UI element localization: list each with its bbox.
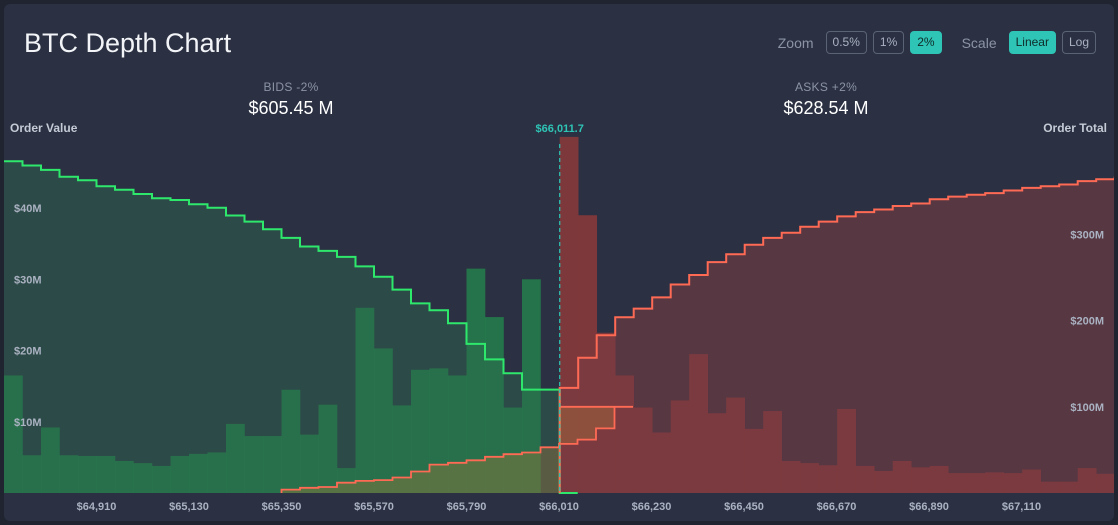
- x-tick-label: $66,010: [539, 501, 579, 513]
- x-tick-label: $65,130: [169, 501, 209, 513]
- right-axis-title: Order Total: [1043, 121, 1107, 135]
- bid-bar: [207, 452, 227, 493]
- ask-total-area: [559, 179, 1114, 493]
- left-tick-label: $40M: [14, 203, 42, 215]
- bid-bar: [337, 468, 356, 493]
- bid-bar: [281, 389, 301, 493]
- bids-summary: BIDS -2% $605.45 M: [141, 80, 441, 119]
- left-tick-label: $20M: [14, 346, 42, 358]
- zoom-options: 0.5% 1% 2%: [825, 31, 942, 54]
- asks-summary-value: $628.54 M: [783, 98, 869, 118]
- zoom-2-button[interactable]: 2%: [910, 31, 942, 54]
- bid-bar: [226, 423, 245, 493]
- page-title: BTC Depth Chart: [24, 28, 232, 58]
- bid-bar: [355, 307, 375, 493]
- x-tick-label: $65,350: [262, 501, 302, 513]
- bid-total-line: [4, 160, 578, 494]
- zoom-label: Zoom: [777, 34, 814, 51]
- bid-bar: [411, 369, 430, 493]
- bid-bar: [115, 460, 134, 493]
- left-tick-label: $10M: [14, 417, 42, 429]
- bid-bars: [4, 268, 541, 493]
- bid-bar: [59, 455, 79, 493]
- bid-bar: [22, 455, 42, 493]
- x-tick-label: $67,110: [1002, 501, 1041, 513]
- bid-bar: [466, 268, 486, 493]
- bid-bar: [374, 348, 393, 493]
- right-tick-label: $300M: [1070, 229, 1104, 241]
- bid-bar: [41, 427, 60, 493]
- right-tick-label: $100M: [1070, 402, 1104, 414]
- zoom-0.5-button[interactable]: 0.5%: [825, 31, 867, 54]
- asks-summary-label: ASKS +2%: [794, 80, 858, 94]
- x-tick-label: $66,890: [909, 501, 949, 513]
- right-axis-ticks: $100M $200M $300M: [1070, 229, 1104, 413]
- bid-bar: [133, 463, 153, 493]
- x-tick-label: $66,230: [632, 501, 672, 513]
- bids-summary-value: $605.45 M: [248, 98, 334, 118]
- right-tick-label: $200M: [1070, 316, 1104, 328]
- bid-total-area: [4, 161, 560, 493]
- bids-summary-label: BIDS -2%: [263, 80, 319, 94]
- x-tick-label: $65,790: [447, 501, 487, 513]
- bid-overlay-line: [280, 405, 633, 493]
- bid-bar: [170, 455, 190, 493]
- bid-overlay-area: [281, 406, 633, 493]
- scale-log-button[interactable]: Log: [1061, 31, 1096, 54]
- bid-bar: [318, 404, 338, 493]
- left-axis-ticks: $10M $20M $30M $40M: [14, 203, 42, 429]
- bid-bar: [189, 453, 208, 493]
- zoom-1-button[interactable]: 1%: [872, 31, 905, 54]
- bid-bar: [96, 455, 116, 493]
- x-tick-label: $66,670: [817, 501, 857, 513]
- bid-bar: [485, 317, 504, 493]
- x-tick-label: $64,910: [77, 501, 117, 513]
- x-axis-ticks: $64,910 $65,130 $65,350 $65,570 $65,790 $66,0…: [77, 501, 1041, 513]
- depth-chart-panel: BTC Depth Chart Zoom 0.5% 1% 2% Scale Li…: [4, 4, 1114, 521]
- bid-bar: [244, 436, 264, 493]
- scale-label: Scale: [961, 34, 997, 51]
- bid-bar: [4, 375, 23, 493]
- bid-bar: [392, 405, 412, 493]
- bid-bar: [522, 279, 541, 493]
- depth-chart[interactable]: $66,011.7 Order Value Order Total $10M $2…: [4, 4, 1114, 521]
- x-tick-label: $66,450: [724, 501, 764, 513]
- bid-bar: [300, 434, 319, 493]
- mid-price-label: $66,011.7: [536, 123, 584, 135]
- chart-controls: Zoom 0.5% 1% 2% Scale Linear Log: [778, 31, 1096, 54]
- bid-bar: [152, 465, 171, 493]
- bid-bar: [263, 436, 282, 493]
- scale-linear-button[interactable]: Linear: [1008, 31, 1056, 54]
- asks-summary: ASKS +2% $628.54 M: [676, 80, 976, 119]
- scale-options: Linear Log: [1008, 31, 1096, 54]
- bid-bar: [78, 455, 97, 493]
- bid-bar: [429, 368, 449, 493]
- x-tick-label: $65,570: [354, 501, 394, 513]
- ask-total-line: [558, 176, 1114, 493]
- left-axis-title: Order Value: [10, 121, 78, 135]
- bid-bar: [503, 407, 523, 493]
- left-tick-label: $30M: [14, 274, 42, 286]
